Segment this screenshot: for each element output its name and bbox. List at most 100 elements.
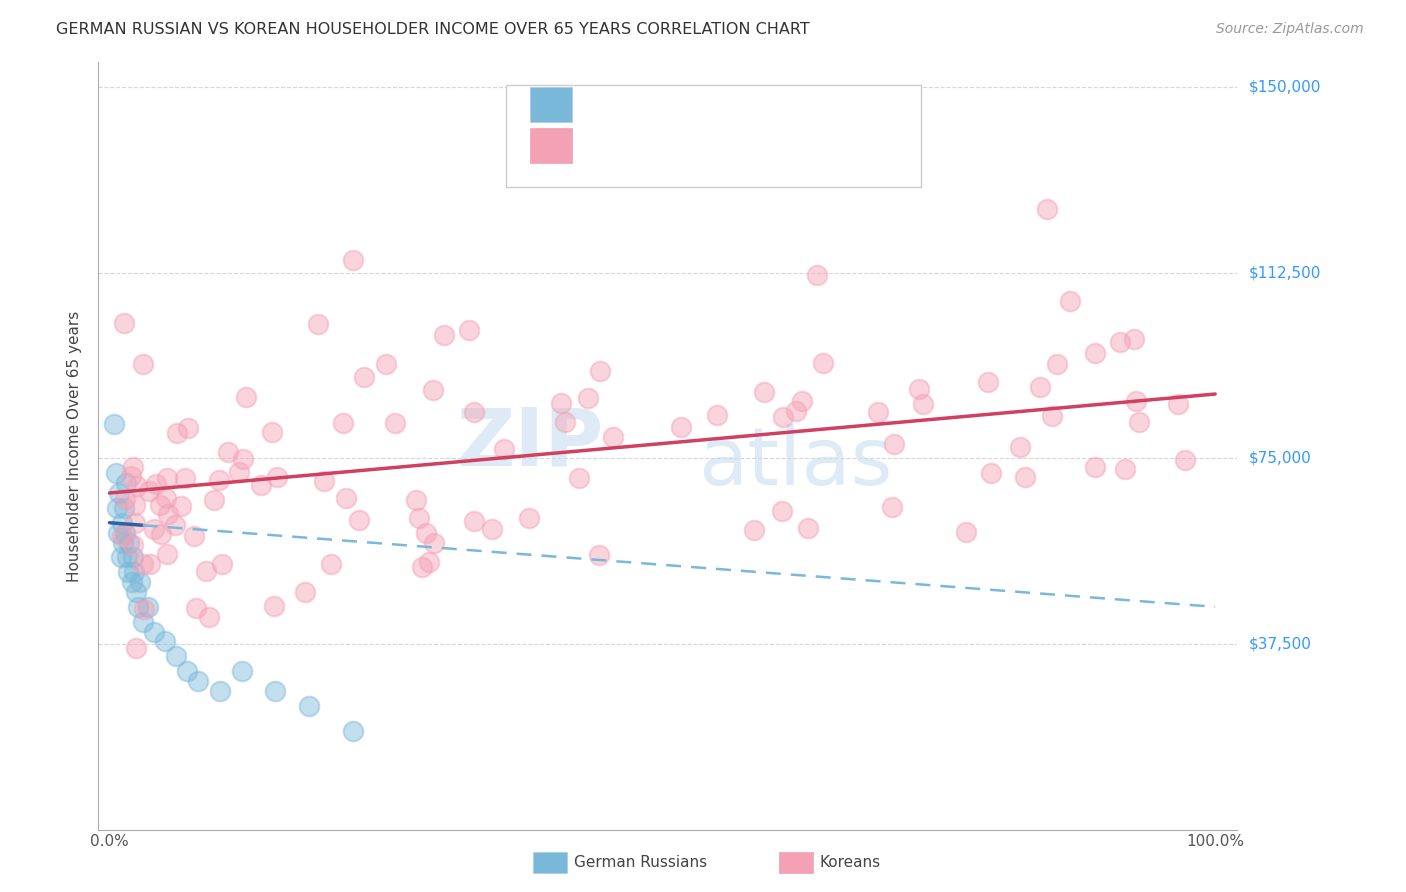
Text: Koreans: Koreans	[820, 855, 880, 870]
Point	[1128, 415, 1150, 429]
Point	[153, 634, 176, 648]
Point	[423, 535, 446, 549]
Point	[107, 525, 129, 540]
Point	[796, 521, 818, 535]
Point	[588, 549, 610, 563]
Point	[136, 599, 159, 614]
Point	[411, 560, 433, 574]
Point	[108, 486, 131, 500]
Point	[463, 514, 485, 528]
Point	[165, 518, 187, 533]
Point	[142, 624, 165, 639]
Text: 108: 108	[778, 136, 813, 154]
Text: N =: N =	[725, 97, 762, 112]
Point	[752, 384, 775, 399]
Point	[1125, 394, 1147, 409]
Point	[118, 535, 141, 549]
Point	[785, 404, 807, 418]
Point	[266, 470, 288, 484]
Point	[114, 491, 136, 506]
Point	[307, 317, 329, 331]
Point	[250, 478, 273, 492]
Point	[517, 510, 540, 524]
Point	[121, 460, 143, 475]
Point	[124, 516, 146, 530]
Point	[384, 416, 406, 430]
Point	[866, 404, 889, 418]
Point	[790, 394, 813, 409]
Point	[1029, 380, 1052, 394]
Point	[183, 529, 205, 543]
Point	[211, 557, 233, 571]
Point	[977, 376, 1000, 390]
Text: N =: N =	[725, 138, 762, 153]
Point	[127, 599, 149, 614]
Point	[115, 476, 138, 491]
Point	[332, 417, 354, 431]
Point	[554, 415, 576, 429]
Point	[883, 436, 905, 450]
Point	[458, 323, 481, 337]
Text: 32: 32	[778, 95, 801, 113]
Point	[1083, 346, 1105, 360]
Point	[1014, 470, 1036, 484]
Point	[550, 396, 572, 410]
Point	[170, 499, 193, 513]
Point	[576, 391, 599, 405]
Point	[125, 478, 148, 492]
Text: $75,000: $75,000	[1249, 450, 1312, 466]
Point	[811, 356, 834, 370]
Point	[176, 664, 198, 678]
Point	[195, 565, 218, 579]
Point	[117, 565, 139, 579]
Text: German Russians: German Russians	[574, 855, 707, 870]
Point	[263, 599, 285, 613]
Point	[155, 491, 177, 505]
Point	[149, 498, 172, 512]
Text: ZIP: ZIP	[456, 405, 603, 483]
Point	[314, 474, 336, 488]
Point	[260, 425, 283, 440]
Point	[742, 523, 765, 537]
Text: $150,000: $150,000	[1249, 79, 1322, 95]
Point	[208, 473, 231, 487]
Text: 0.146: 0.146	[641, 136, 693, 154]
Text: GERMAN RUSSIAN VS KOREAN HOUSEHOLDER INCOME OVER 65 YEARS CORRELATION CHART: GERMAN RUSSIAN VS KOREAN HOUSEHOLDER INC…	[56, 22, 810, 37]
Point	[806, 268, 828, 283]
Point	[121, 550, 143, 565]
Point	[1109, 335, 1132, 350]
Point	[1059, 294, 1081, 309]
Point	[121, 538, 143, 552]
Point	[132, 357, 155, 371]
Point	[1040, 409, 1063, 424]
Point	[129, 575, 152, 590]
Point	[294, 584, 316, 599]
Point	[1167, 396, 1189, 410]
Point	[1114, 462, 1136, 476]
Point	[112, 500, 135, 515]
Point	[174, 471, 197, 485]
Point	[156, 547, 179, 561]
Point	[187, 674, 209, 689]
Text: -0.027: -0.027	[641, 95, 700, 113]
Point	[980, 466, 1002, 480]
Point	[408, 511, 430, 525]
Point	[120, 468, 142, 483]
Point	[143, 522, 166, 536]
Point	[492, 442, 515, 456]
Point	[124, 498, 146, 512]
Point	[1084, 460, 1107, 475]
Point	[138, 483, 160, 498]
Point	[880, 500, 903, 514]
Point	[103, 417, 125, 431]
Text: Source: ZipAtlas.com: Source: ZipAtlas.com	[1216, 22, 1364, 37]
Point	[105, 500, 128, 515]
Point	[342, 253, 364, 268]
Point	[145, 477, 167, 491]
Point	[217, 445, 239, 459]
Text: R =: R =	[588, 138, 623, 153]
Point	[772, 409, 794, 424]
Point	[125, 585, 148, 599]
Point	[114, 525, 136, 540]
Point	[481, 522, 503, 536]
